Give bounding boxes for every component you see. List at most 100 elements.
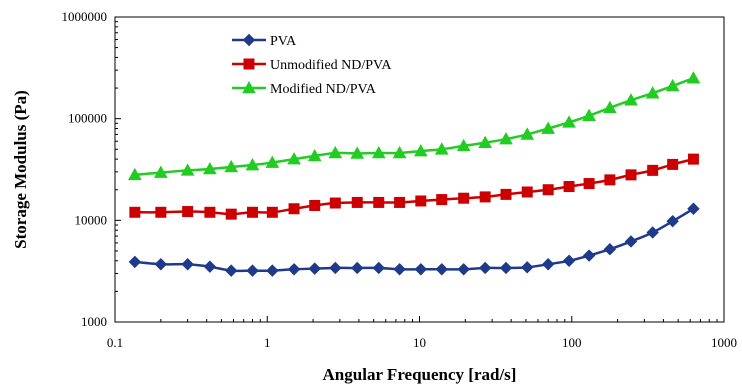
legend-label: PVA bbox=[270, 34, 297, 49]
data-point bbox=[521, 186, 533, 198]
data-point bbox=[155, 206, 167, 218]
series-2 bbox=[129, 153, 699, 220]
data-point bbox=[562, 254, 576, 267]
data-point bbox=[287, 263, 301, 276]
data-point bbox=[624, 93, 638, 106]
data-point bbox=[225, 264, 238, 277]
x-axis-ticks: 0.1 1 10 100 1000 bbox=[107, 316, 737, 350]
y-tick-label: 1000 bbox=[81, 314, 107, 329]
data-point bbox=[500, 188, 512, 200]
y-tick-label: 10000 bbox=[75, 212, 108, 227]
data-point bbox=[645, 86, 660, 99]
data-point bbox=[666, 215, 679, 228]
data-point bbox=[373, 196, 385, 208]
data-point bbox=[287, 152, 301, 165]
data-point bbox=[458, 192, 470, 204]
legend-label: Modified ND/PVA bbox=[270, 82, 377, 97]
data-point bbox=[647, 164, 659, 176]
data-point bbox=[603, 242, 617, 256]
x-axis-title: Angular Frequency [rad/s] bbox=[323, 365, 517, 384]
data-point bbox=[541, 258, 555, 271]
data-point bbox=[583, 178, 595, 190]
legend-marker bbox=[243, 58, 255, 70]
x-tick-label: 1 bbox=[264, 335, 271, 350]
data-point bbox=[686, 71, 701, 84]
x-tick-label: 1000 bbox=[711, 335, 737, 350]
data-point bbox=[329, 261, 342, 275]
data-point bbox=[309, 199, 321, 211]
data-point bbox=[499, 132, 513, 145]
data-point bbox=[603, 100, 617, 114]
data-point bbox=[457, 263, 470, 276]
data-point bbox=[499, 261, 513, 275]
data-point bbox=[541, 121, 556, 134]
data-point bbox=[329, 197, 341, 209]
data-point bbox=[604, 174, 616, 186]
data-point bbox=[646, 226, 659, 239]
data-point bbox=[288, 203, 300, 215]
x-tick-label: 10 bbox=[413, 335, 426, 350]
data-point bbox=[127, 167, 142, 181]
y-tick-label: 1000000 bbox=[62, 9, 108, 24]
data-point bbox=[479, 191, 491, 203]
data-point bbox=[128, 255, 142, 269]
data-point bbox=[154, 258, 168, 271]
data-point bbox=[129, 206, 141, 218]
data-point bbox=[415, 195, 427, 207]
legend-marker bbox=[242, 80, 256, 94]
data-point bbox=[563, 181, 575, 193]
data-point bbox=[393, 263, 406, 276]
data-point bbox=[328, 145, 343, 159]
data-point bbox=[372, 261, 385, 275]
data-point bbox=[153, 165, 168, 178]
legend-marker bbox=[242, 33, 256, 47]
data-point bbox=[667, 158, 679, 170]
data-point bbox=[246, 206, 258, 218]
data-point bbox=[582, 249, 596, 262]
data-point bbox=[245, 157, 260, 171]
data-point bbox=[181, 258, 194, 271]
data-point bbox=[435, 263, 448, 276]
data-point bbox=[351, 196, 363, 208]
data-point bbox=[351, 261, 364, 275]
data-point bbox=[350, 146, 365, 159]
data-point bbox=[203, 260, 217, 273]
data-point bbox=[478, 261, 492, 275]
data-point bbox=[413, 144, 428, 157]
legend-item: Modified ND/PVA bbox=[232, 80, 377, 97]
series-3 bbox=[127, 71, 701, 181]
data-point bbox=[478, 135, 493, 149]
y-tick-label: 100000 bbox=[68, 111, 107, 126]
data-point bbox=[371, 145, 386, 159]
data-point bbox=[521, 261, 534, 274]
data-point bbox=[434, 142, 449, 155]
data-point bbox=[266, 206, 278, 218]
data-point bbox=[180, 163, 195, 176]
data-point bbox=[665, 78, 680, 92]
data-point bbox=[224, 159, 239, 173]
data-point bbox=[456, 138, 471, 152]
data-point bbox=[307, 148, 322, 162]
data-point bbox=[687, 153, 699, 165]
data-point bbox=[265, 155, 280, 168]
y-axis-title: Storage Modulus (Pa) bbox=[11, 90, 30, 249]
y-axis-ticks: 1000 10000 100000 1000000 bbox=[62, 9, 121, 329]
data-point bbox=[625, 169, 637, 181]
data-point bbox=[542, 184, 554, 196]
x-tick-label: 0.1 bbox=[107, 335, 123, 350]
series-1 bbox=[128, 202, 700, 277]
data-point bbox=[414, 263, 428, 276]
data-point bbox=[204, 206, 216, 218]
legend-label: Unmodified ND/PVA bbox=[270, 58, 392, 73]
data-point bbox=[225, 208, 237, 220]
data-point bbox=[562, 115, 576, 128]
legend-item: PVA bbox=[232, 33, 297, 49]
data-point bbox=[394, 196, 406, 208]
data-point bbox=[392, 145, 407, 159]
series-layer bbox=[127, 71, 701, 277]
data-point bbox=[687, 202, 700, 215]
data-point bbox=[246, 264, 259, 277]
